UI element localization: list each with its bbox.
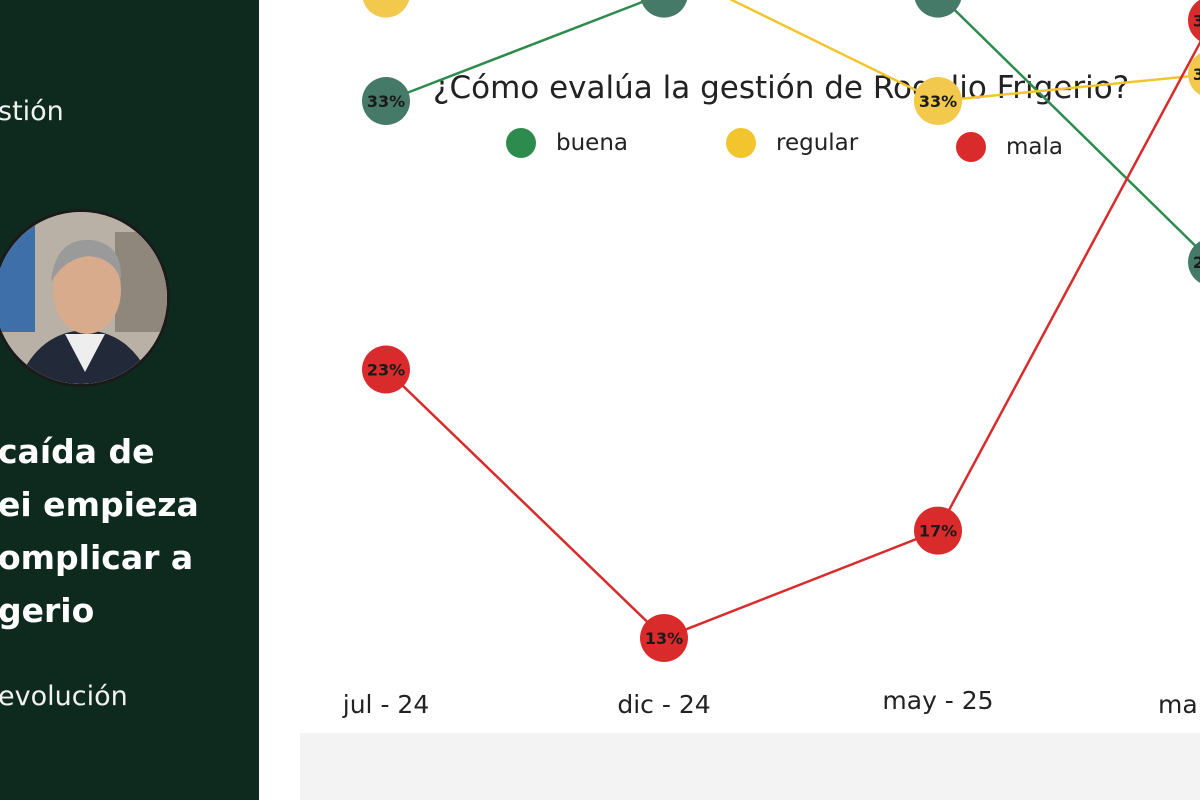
data-label-regular: 34% — [1193, 65, 1200, 84]
data-point-mala — [1188, 0, 1200, 42]
legend-label: regular — [776, 130, 859, 156]
legend-label: mala — [1006, 134, 1063, 160]
x-tick-label: dic - 24 — [617, 690, 710, 719]
data-label-mala: 36% — [1193, 11, 1200, 30]
series-line-buena — [385, 0, 1200, 253]
data-point-regular — [1188, 53, 1200, 95]
bottom-band — [300, 733, 1200, 800]
data-label-buena: 33% — [367, 92, 405, 111]
data-point-buena — [640, 0, 688, 18]
series-line-regular — [729, 0, 1200, 103]
legend-item-regular: regular — [726, 128, 858, 158]
legend-marker — [726, 128, 756, 158]
data-label-regular: 33% — [919, 92, 957, 111]
data-label-mala: 23% — [367, 361, 405, 380]
headline-line: gerio — [0, 591, 95, 630]
data-point-buena — [914, 0, 962, 18]
data-label-buena: 37% — [919, 0, 957, 4]
x-axis-ticks: jul - 24 dic - 24 may - 25 ma — [342, 686, 1198, 719]
series-markers: 33%37%37%27%37%38%33%34%23%13%17%36% — [362, 0, 1200, 662]
data-point-mala — [640, 614, 688, 662]
sidebar: stión caída de ei empieza omplicar a ger… — [0, 0, 259, 800]
data-label-mala: 17% — [919, 522, 957, 541]
sidebar-kicker: stión — [0, 96, 64, 127]
x-tick-label: ma — [1158, 690, 1198, 719]
legend-marker — [506, 128, 536, 158]
data-point-buena — [362, 77, 410, 125]
series-lines — [385, 0, 1200, 640]
data-label-buena: 37% — [645, 0, 683, 4]
data-label-regular: 37% — [367, 0, 405, 4]
series-line-mala — [385, 40, 1200, 640]
sidebar-footer: evolución — [0, 681, 128, 712]
headline-line: ei empieza — [0, 485, 199, 524]
chart-title: ¿Cómo evalúa la gestión de Rogelio Frige… — [433, 70, 1130, 106]
legend-label: buena — [556, 130, 628, 156]
data-point-mala — [914, 506, 962, 555]
sidebar-headline: caída de ei empieza omplicar a gerio — [0, 425, 258, 637]
legend-item-mala: mala — [956, 132, 1063, 162]
headline-line: omplicar a — [0, 538, 194, 577]
data-point-mala — [362, 345, 410, 394]
legend-item-buena: buena — [506, 128, 628, 158]
data-point-regular — [914, 77, 962, 125]
headline-line: caída de — [0, 432, 155, 471]
data-point-buena — [1188, 241, 1200, 283]
portrait-image — [0, 212, 167, 384]
legend-marker — [956, 132, 986, 162]
x-tick-label: jul - 24 — [342, 690, 429, 719]
data-point-regular — [362, 0, 410, 18]
data-label-mala: 13% — [645, 629, 683, 648]
x-tick-label: may - 25 — [882, 686, 993, 715]
data-label-buena: 27% — [1193, 253, 1200, 272]
portrait-avatar — [0, 209, 170, 387]
